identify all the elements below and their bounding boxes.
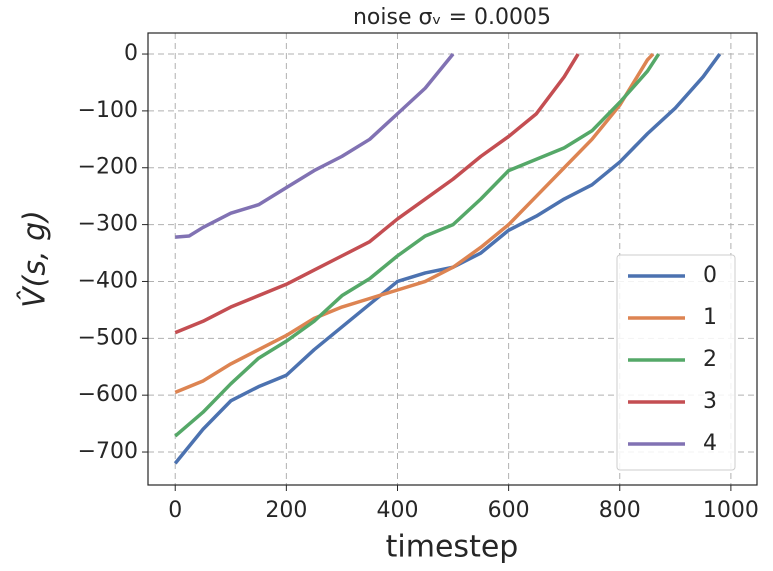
legend-label: 2 bbox=[703, 347, 717, 372]
x-tick-label: 200 bbox=[265, 498, 307, 523]
y-axis-label: V̂(s, g) bbox=[16, 210, 52, 308]
legend-label: 0 bbox=[703, 263, 717, 288]
legend-label: 1 bbox=[703, 305, 717, 330]
y-tick-label: −200 bbox=[78, 155, 138, 180]
y-tick-label: −400 bbox=[78, 268, 138, 293]
series-line bbox=[174, 52, 655, 394]
x-tick-label: 0 bbox=[168, 498, 182, 523]
series-line bbox=[175, 52, 455, 239]
legend-label: 3 bbox=[703, 389, 717, 414]
x-tick-label: 600 bbox=[488, 498, 530, 523]
legend-box bbox=[616, 254, 736, 471]
y-tick-label: −700 bbox=[78, 439, 138, 464]
y-tick-label: −600 bbox=[78, 382, 138, 407]
x-axis-label: timestep bbox=[386, 530, 519, 565]
series-line bbox=[174, 53, 661, 438]
x-tick-label: 1000 bbox=[703, 498, 759, 523]
legend-label: 4 bbox=[703, 431, 717, 456]
y-tick-label: −300 bbox=[78, 212, 138, 237]
x-tick-label: 400 bbox=[376, 498, 418, 523]
series-line bbox=[174, 53, 580, 335]
y-tick-label: 0 bbox=[124, 41, 138, 66]
y-tick-label: −100 bbox=[78, 98, 138, 123]
plot-frame bbox=[147, 32, 758, 486]
chart-title: noise σᵥ = 0.0005 bbox=[353, 5, 551, 30]
y-tick-label: −500 bbox=[78, 325, 138, 350]
x-tick-label: 800 bbox=[599, 498, 641, 523]
